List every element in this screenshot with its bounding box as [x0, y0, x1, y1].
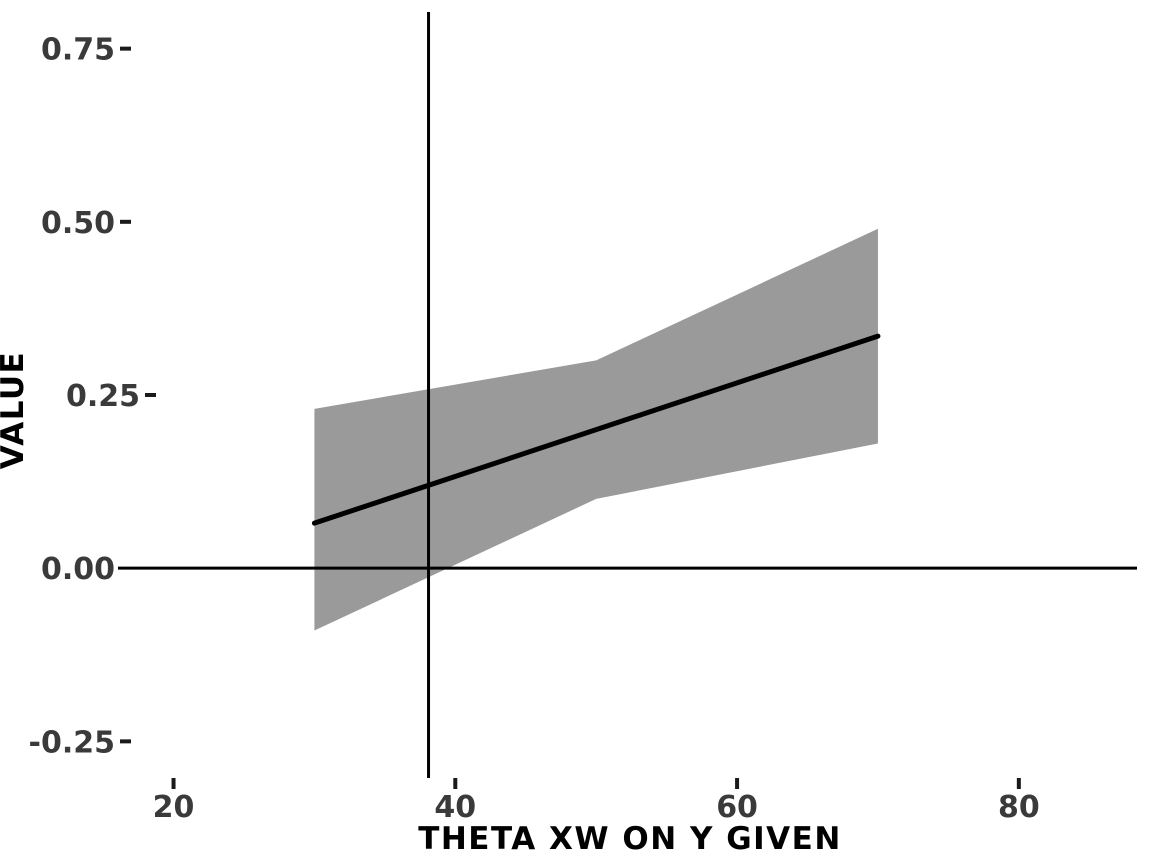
y-axis-title: VALUE: [0, 351, 31, 469]
x-tick-label: 20: [153, 790, 195, 825]
fit-line: [311, 333, 881, 526]
y-axis-tick-labels: 0.75 0.50 0.25 0.00 -0.25: [29, 33, 140, 761]
y-axis-ticks: [120, 46, 156, 744]
y-tick-label: 0.50: [41, 206, 115, 241]
y-tick-label: 0.25: [66, 379, 140, 414]
x-tick-label: 80: [998, 790, 1040, 825]
x-tick-label: 40: [434, 790, 476, 825]
y-tick-label: -0.25: [29, 725, 115, 760]
x-tick-label: 60: [716, 790, 758, 825]
y-tick-label: 0.75: [41, 33, 115, 68]
x-axis-ticks: [171, 778, 1021, 789]
x-axis-title: THETA XW ON Y GIVEN: [418, 821, 842, 857]
x-axis-tick-labels: 20 40 60 80: [153, 790, 1040, 825]
y-tick-label: 0.00: [41, 552, 115, 587]
